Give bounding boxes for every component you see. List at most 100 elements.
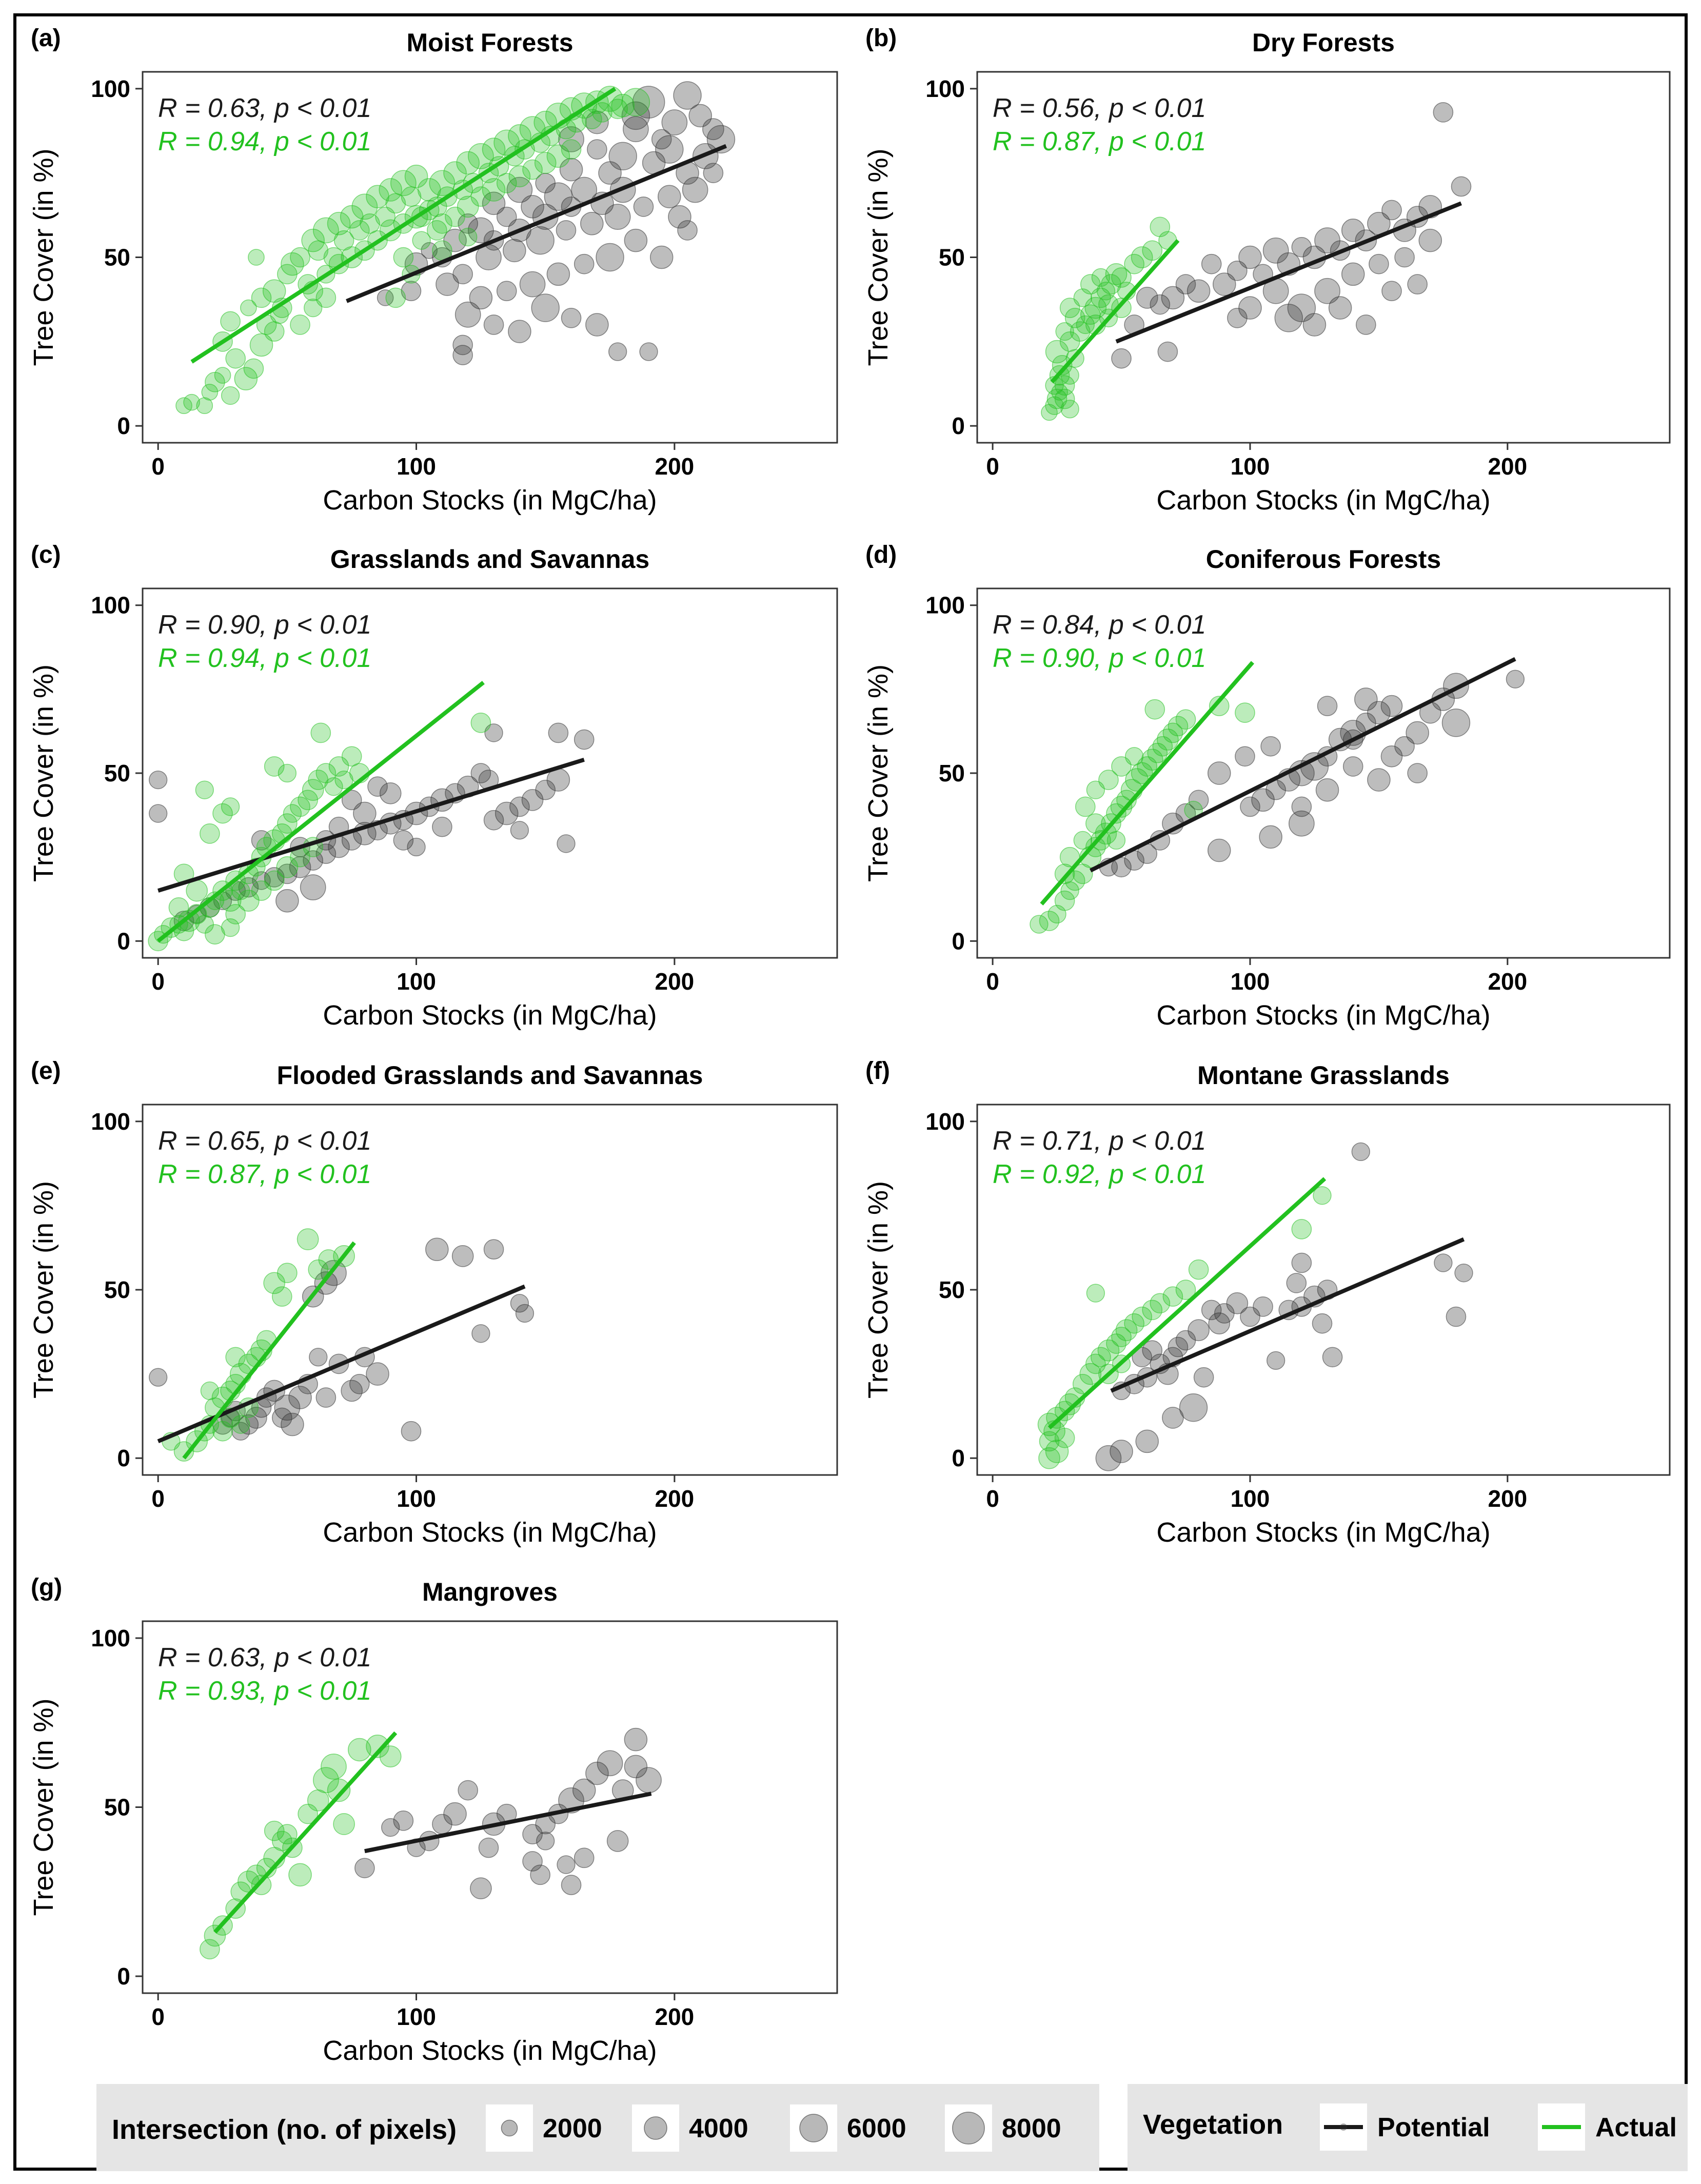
point-potential xyxy=(624,228,648,252)
point-potential xyxy=(1302,313,1327,337)
point-potential xyxy=(1380,745,1403,768)
point-potential xyxy=(483,1239,504,1260)
point-actual xyxy=(277,1263,298,1283)
point-actual xyxy=(313,217,339,244)
panel-title: Moist Forests xyxy=(406,28,573,57)
fit-line-actual xyxy=(190,87,617,364)
point-actual xyxy=(333,1813,355,1835)
point-potential xyxy=(1407,274,1428,294)
point-actual xyxy=(278,763,297,783)
point-potential xyxy=(1288,810,1315,837)
point-actual xyxy=(307,1789,329,1812)
point-potential xyxy=(1240,796,1260,817)
point-potential xyxy=(1433,102,1454,123)
y-tick-label: 0 xyxy=(117,928,130,954)
point-actual xyxy=(221,386,240,405)
point-actual xyxy=(1091,268,1111,287)
point-potential xyxy=(1188,1319,1210,1342)
point-potential xyxy=(1168,1336,1189,1357)
point-potential xyxy=(1201,1300,1222,1321)
point-actual xyxy=(251,287,272,308)
point-potential xyxy=(1312,1313,1333,1334)
size-legend-title: Intersection (no. of pixels) xyxy=(112,2114,457,2145)
veg-key-dot xyxy=(1340,2123,1347,2131)
fit-line-potential xyxy=(1090,657,1516,873)
point-actual xyxy=(1055,322,1074,341)
point-potential xyxy=(536,1832,555,1851)
plot-area xyxy=(976,1104,1671,1476)
y-tick-label: 100 xyxy=(91,75,130,102)
point-actual xyxy=(534,152,557,174)
point-actual xyxy=(238,890,260,912)
panel-letter: (b) xyxy=(865,25,897,52)
point-potential xyxy=(655,135,684,164)
point-actual xyxy=(1079,1363,1102,1385)
point-potential xyxy=(496,281,517,302)
point-actual xyxy=(1073,831,1092,850)
point-potential xyxy=(1214,1303,1235,1324)
x-tick-label: 0 xyxy=(151,2003,165,2030)
vegetation-legend-title: Vegetation xyxy=(1143,2109,1283,2140)
point-potential xyxy=(598,161,622,185)
point-actual xyxy=(264,870,285,891)
y-tick-label: 0 xyxy=(117,1963,130,1990)
point-potential xyxy=(443,228,467,252)
panel-b: (b) Dry Forests 0 100 200 0 50 100 Carbon Stocks… xyxy=(863,25,1671,516)
point-actual xyxy=(304,298,323,318)
series-actual xyxy=(1030,696,1255,934)
point-actual xyxy=(214,367,231,384)
y-axis-label: Tree Cover (in %) xyxy=(863,148,894,366)
point-potential xyxy=(1142,1340,1163,1361)
point-potential xyxy=(1367,768,1391,792)
x-tick-label: 100 xyxy=(397,1485,436,1512)
point-actual xyxy=(468,143,494,169)
point-potential xyxy=(1328,296,1352,320)
point-actual xyxy=(321,1754,347,1780)
point-actual xyxy=(470,186,491,207)
point-actual xyxy=(1110,796,1133,818)
plot-area xyxy=(142,1620,838,1994)
point-potential xyxy=(526,226,555,255)
point-potential xyxy=(354,1858,375,1878)
y-tick-label: 50 xyxy=(104,1276,130,1303)
point-potential xyxy=(1291,237,1312,258)
point-potential xyxy=(703,163,724,183)
point-potential xyxy=(585,313,609,337)
point-potential xyxy=(1286,1273,1307,1293)
size-legend-keys: 2000 4000 6000 8000 xyxy=(486,2104,1061,2152)
point-actual xyxy=(264,756,285,777)
size-key-circle xyxy=(644,2116,667,2140)
point-potential xyxy=(478,1837,499,1858)
point-actual xyxy=(310,722,331,743)
point-actual xyxy=(296,1228,319,1250)
x-tick-label: 0 xyxy=(151,968,165,995)
point-potential xyxy=(1274,304,1303,332)
y-tick-label: 50 xyxy=(104,244,130,271)
point-potential xyxy=(1110,1440,1133,1463)
point-actual xyxy=(221,797,240,816)
y-axis-label: Tree Cover (in %) xyxy=(28,1698,59,1916)
point-potential xyxy=(482,191,506,215)
size-legend: Intersection (no. of pixels) 2000 4000 600… xyxy=(96,2084,1099,2171)
point-potential xyxy=(393,830,414,851)
point-potential xyxy=(1454,1264,1473,1283)
point-potential xyxy=(366,1362,389,1386)
point-actual xyxy=(1111,298,1132,318)
size-key-label: 4000 xyxy=(689,2114,748,2143)
point-potential xyxy=(573,253,595,274)
point-actual xyxy=(290,314,310,335)
point-actual xyxy=(219,890,242,912)
annotation-potential: R = 0.65, p < 0.01 xyxy=(158,1126,371,1156)
point-actual xyxy=(1091,287,1111,308)
point-potential xyxy=(432,816,452,837)
point-potential xyxy=(1267,1351,1285,1370)
point-actual xyxy=(1075,796,1096,817)
point-potential xyxy=(381,1818,400,1837)
point-actual xyxy=(1144,699,1165,720)
x-axis-label: Carbon Stocks (in MgC/ha) xyxy=(1156,1000,1490,1031)
point-actual xyxy=(379,1745,402,1767)
point-potential xyxy=(1186,279,1211,303)
series-potential xyxy=(1099,670,1525,878)
point-actual xyxy=(379,178,402,202)
